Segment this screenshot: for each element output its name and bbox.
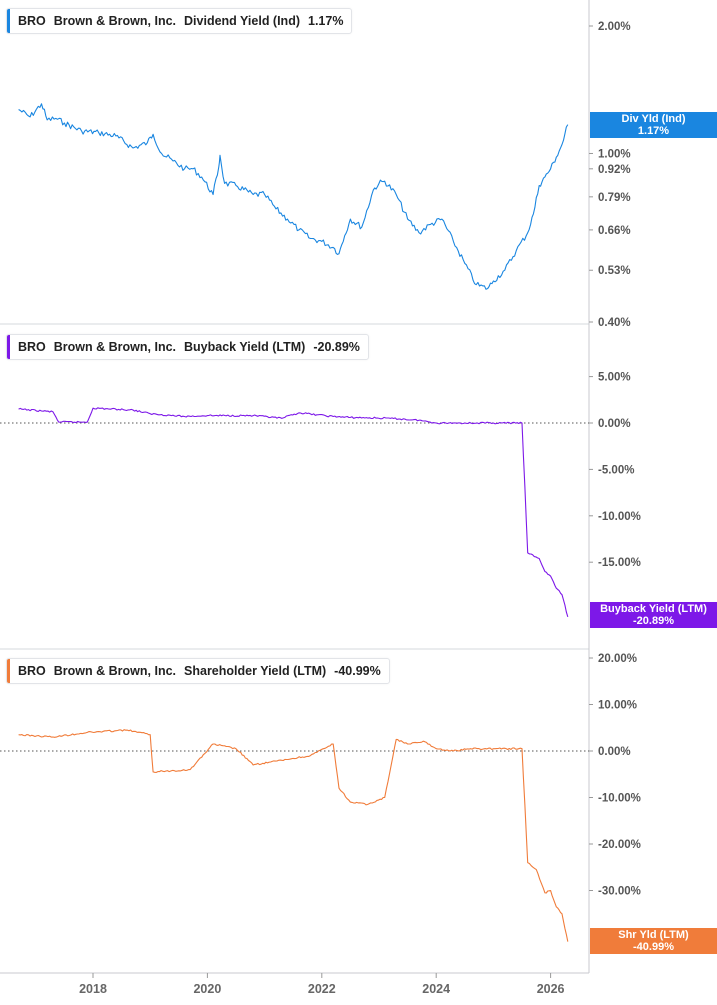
x-tick-label: 2022	[308, 982, 336, 996]
y-tick-label: 10.00%	[598, 700, 637, 712]
legend-value: -40.99%	[334, 664, 381, 678]
legend-ticker: BRO	[18, 664, 46, 678]
flag-label: Buyback Yield (LTM)	[600, 603, 707, 615]
legend-ticker: BRO	[18, 340, 46, 354]
legend-ticker: BRO	[18, 14, 46, 28]
legend-value: 1.17%	[308, 14, 344, 28]
flag-dividend-yield: Div Yld (Ind) 1.17%	[590, 112, 717, 138]
legend-swatch	[7, 335, 10, 359]
x-tick-label: 2026	[537, 982, 565, 996]
flag-value: 1.17%	[637, 125, 670, 137]
legend-swatch	[7, 9, 10, 33]
legend-company: Brown & Brown, Inc.	[53, 14, 177, 28]
y-tick-label: 0.92%	[598, 164, 631, 176]
legend-company: Brown & Brown, Inc.	[53, 340, 177, 354]
y-tick-label: 0.00%	[598, 746, 631, 758]
flag-label: Div Yld (Ind)	[621, 113, 686, 125]
series-line-3	[18, 729, 569, 942]
y-tick-label: -20.00%	[598, 839, 641, 851]
x-tick-label: 2024	[422, 982, 450, 996]
flag-buyback-yield: Buyback Yield (LTM) -20.89%	[590, 602, 717, 628]
series-line-2	[18, 407, 569, 618]
flag-value: -20.89%	[633, 615, 674, 627]
flag-label: Shr Yld (LTM)	[618, 929, 689, 941]
legend-company: Brown & Brown, Inc.	[53, 664, 177, 678]
legend-value: -20.89%	[313, 340, 360, 354]
legend-dividend-yield: BRO Brown & Brown, Inc. Dividend Yield (…	[6, 8, 353, 34]
y-tick-label: -15.00%	[598, 557, 641, 569]
flag-value: -40.99%	[633, 941, 674, 953]
legend-metric: Buyback Yield (LTM)	[184, 340, 306, 354]
y-tick-label: 0.00%	[598, 418, 631, 430]
legend-buyback-yield: BRO Brown & Brown, Inc. Buyback Yield (L…	[6, 334, 369, 360]
flag-shareholder-yield: Shr Yld (LTM) -40.99%	[590, 928, 717, 954]
legend-shareholder-yield: BRO Brown & Brown, Inc. Shareholder Yiel…	[6, 658, 390, 684]
y-tick-label: 1.00%	[598, 148, 631, 160]
legend-swatch	[7, 659, 10, 683]
y-tick-label: -5.00%	[598, 464, 634, 476]
y-tick-label: -30.00%	[598, 886, 641, 898]
y-tick-label: 20.00%	[598, 653, 637, 665]
x-tick-label: 2020	[193, 982, 221, 996]
legend-metric: Dividend Yield (Ind)	[184, 14, 300, 28]
y-tick-label: 5.00%	[598, 372, 631, 384]
y-tick-label: 0.40%	[598, 317, 631, 329]
y-tick-label: 2.00%	[598, 21, 631, 33]
y-tick-label: 0.79%	[598, 192, 631, 204]
series-line-1	[18, 103, 569, 290]
legend-metric: Shareholder Yield (LTM)	[184, 664, 327, 678]
y-tick-label: -10.00%	[598, 793, 641, 805]
y-tick-label: 0.53%	[598, 265, 631, 277]
y-tick-label: -10.00%	[598, 511, 641, 523]
y-tick-label: 0.66%	[598, 225, 631, 237]
x-tick-label: 2018	[79, 982, 107, 996]
